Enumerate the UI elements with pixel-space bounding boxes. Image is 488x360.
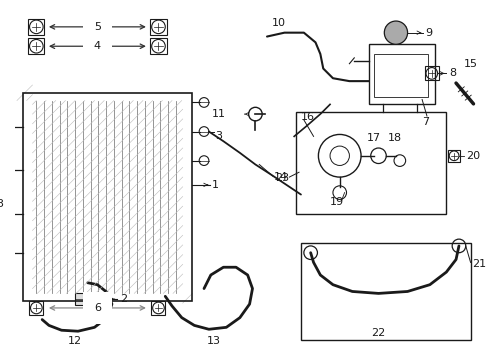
Text: 6: 6 — [94, 303, 101, 313]
Bar — [29, 301, 43, 315]
Bar — [373, 54, 427, 96]
Text: 18: 18 — [387, 133, 402, 143]
Text: 3: 3 — [0, 199, 3, 209]
Text: 14: 14 — [274, 172, 288, 182]
Text: 11: 11 — [212, 109, 226, 119]
Text: 4: 4 — [94, 41, 101, 51]
Bar — [300, 243, 469, 340]
Bar — [28, 38, 44, 54]
Text: 22: 22 — [370, 328, 385, 338]
Bar — [151, 301, 165, 315]
Text: 1: 1 — [211, 180, 218, 190]
Bar — [296, 112, 446, 214]
Text: 17: 17 — [366, 133, 380, 143]
Text: 15: 15 — [463, 59, 477, 69]
Circle shape — [384, 21, 407, 44]
Text: 8: 8 — [448, 68, 455, 78]
Text: 12: 12 — [68, 336, 82, 346]
Bar — [28, 19, 44, 35]
Text: 21: 21 — [471, 259, 486, 269]
Bar — [150, 19, 166, 35]
Bar — [447, 150, 459, 162]
Text: 10: 10 — [271, 18, 285, 28]
Text: 13: 13 — [206, 336, 220, 346]
Bar — [368, 44, 434, 104]
Text: 16: 16 — [300, 112, 314, 122]
Text: 19: 19 — [329, 197, 344, 207]
Text: 5: 5 — [94, 22, 101, 32]
Bar — [75, 293, 102, 305]
Text: 20: 20 — [465, 151, 479, 161]
Text: 7: 7 — [421, 117, 428, 127]
Bar — [424, 66, 438, 80]
Text: 23: 23 — [274, 173, 288, 183]
Text: 3: 3 — [215, 131, 222, 141]
Bar — [23, 93, 192, 301]
Text: 9: 9 — [424, 28, 431, 38]
Bar — [150, 38, 166, 54]
Text: 2: 2 — [120, 294, 126, 304]
